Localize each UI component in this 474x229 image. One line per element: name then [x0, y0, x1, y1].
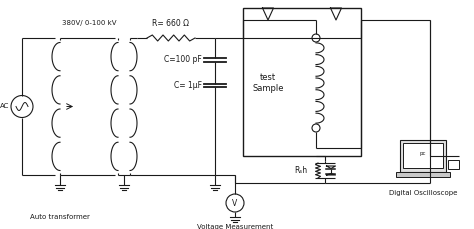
Text: V: V	[232, 199, 237, 207]
Text: 380V/ 0-100 kV: 380V/ 0-100 kV	[62, 20, 116, 26]
Bar	[403, 143, 443, 168]
Text: Rₛh: Rₛh	[294, 166, 307, 175]
Text: C=100 pF: C=100 pF	[164, 55, 202, 64]
Text: test
Sample: test Sample	[252, 73, 284, 93]
Text: Auto transformer: Auto transformer	[30, 214, 90, 220]
Text: Voltage Measurement: Voltage Measurement	[197, 224, 273, 229]
Text: C= 1μF: C= 1μF	[174, 81, 202, 90]
Bar	[243, 8, 361, 156]
Text: pc: pc	[420, 152, 426, 156]
Text: AC: AC	[0, 104, 9, 109]
Bar	[400, 140, 446, 172]
Text: Digital Oscilloscope: Digital Oscilloscope	[389, 190, 457, 196]
Bar	[396, 172, 450, 177]
Text: R= 660 Ω: R= 660 Ω	[153, 19, 190, 28]
Bar	[448, 160, 459, 169]
